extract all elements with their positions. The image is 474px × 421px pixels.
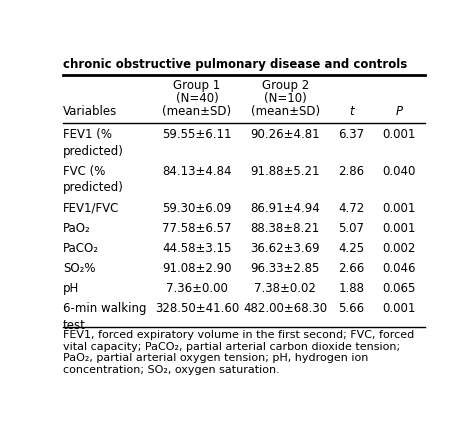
Text: Group 2: Group 2 [262,79,309,92]
Text: 0.002: 0.002 [383,242,416,255]
Text: test: test [63,319,86,332]
Text: 91.08±2.90: 91.08±2.90 [162,262,232,275]
Text: chronic obstructive pulmonary disease and controls: chronic obstructive pulmonary disease an… [63,58,407,71]
Text: (mean±SD): (mean±SD) [163,105,232,118]
Text: 96.33±2.85: 96.33±2.85 [250,262,320,275]
Text: 2.66: 2.66 [338,262,365,275]
Text: 1.88: 1.88 [338,282,365,295]
Text: FEV1, forced expiratory volume in the first second; FVC, forced
vital capacity; : FEV1, forced expiratory volume in the fi… [63,330,414,375]
Text: 77.58±6.57: 77.58±6.57 [162,222,232,234]
Text: 482.00±68.30: 482.00±68.30 [243,302,327,315]
Text: PaO₂: PaO₂ [63,222,91,234]
Text: predicted): predicted) [63,181,124,195]
Text: 4.25: 4.25 [338,242,365,255]
Text: 5.66: 5.66 [338,302,365,315]
Text: 0.001: 0.001 [383,202,416,215]
Text: 4.72: 4.72 [338,202,365,215]
Text: 0.040: 0.040 [383,165,416,178]
Text: (N=40): (N=40) [176,92,219,105]
Text: t: t [349,105,354,118]
Text: P: P [395,105,402,118]
Text: 36.62±3.69: 36.62±3.69 [250,242,320,255]
Text: SO₂%: SO₂% [63,262,95,275]
Text: 7.36±0.00: 7.36±0.00 [166,282,228,295]
Text: FEV1/FVC: FEV1/FVC [63,202,119,215]
Text: 0.001: 0.001 [383,302,416,315]
Text: 2.86: 2.86 [338,165,365,178]
Text: (N=10): (N=10) [264,92,307,105]
Text: 84.13±4.84: 84.13±4.84 [162,165,232,178]
Text: 59.30±6.09: 59.30±6.09 [162,202,232,215]
Text: 0.046: 0.046 [383,262,416,275]
Text: FEV1 (%: FEV1 (% [63,128,112,141]
Text: 0.001: 0.001 [383,222,416,234]
Text: 86.91±4.94: 86.91±4.94 [250,202,320,215]
Text: 6-min walking: 6-min walking [63,302,146,315]
Text: Variables: Variables [63,105,117,118]
Text: 328.50±41.60: 328.50±41.60 [155,302,239,315]
Text: 91.88±5.21: 91.88±5.21 [250,165,320,178]
Text: 0.065: 0.065 [383,282,416,295]
Text: 59.55±6.11: 59.55±6.11 [162,128,232,141]
Text: Group 1: Group 1 [173,79,220,92]
Text: 5.07: 5.07 [338,222,365,234]
Text: pH: pH [63,282,79,295]
Text: 0.001: 0.001 [383,128,416,141]
Text: 7.38±0.02: 7.38±0.02 [254,282,316,295]
Text: 88.38±8.21: 88.38±8.21 [251,222,320,234]
Text: FVC (%: FVC (% [63,165,105,178]
Text: PaCO₂: PaCO₂ [63,242,99,255]
Text: 6.37: 6.37 [338,128,365,141]
Text: predicted): predicted) [63,144,124,157]
Text: (mean±SD): (mean±SD) [251,105,320,118]
Text: 44.58±3.15: 44.58±3.15 [162,242,232,255]
Text: 90.26±4.81: 90.26±4.81 [250,128,320,141]
